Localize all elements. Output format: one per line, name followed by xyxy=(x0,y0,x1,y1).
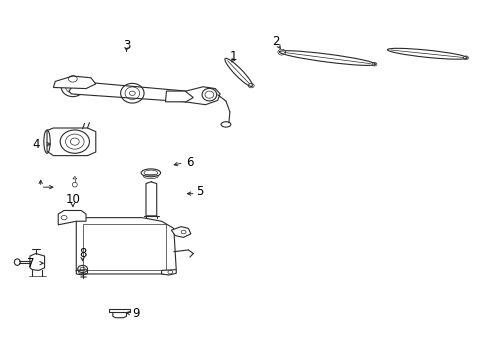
Bar xyxy=(82,224,165,270)
Polygon shape xyxy=(113,311,126,318)
Polygon shape xyxy=(146,182,157,216)
Text: 10: 10 xyxy=(65,193,80,206)
Text: 4: 4 xyxy=(32,138,40,150)
Polygon shape xyxy=(76,218,176,274)
Polygon shape xyxy=(53,76,96,89)
Polygon shape xyxy=(171,226,190,237)
Polygon shape xyxy=(109,309,130,312)
Polygon shape xyxy=(30,253,44,270)
Polygon shape xyxy=(165,91,193,102)
Text: 9: 9 xyxy=(132,307,140,320)
Polygon shape xyxy=(69,81,193,102)
Text: 5: 5 xyxy=(196,185,203,198)
Polygon shape xyxy=(47,128,96,156)
Text: 2: 2 xyxy=(272,35,279,49)
Text: 8: 8 xyxy=(79,247,86,260)
Polygon shape xyxy=(184,87,220,105)
Text: 6: 6 xyxy=(186,156,193,169)
Polygon shape xyxy=(161,270,176,275)
Polygon shape xyxy=(58,211,86,225)
Text: 3: 3 xyxy=(122,39,130,52)
Text: 7: 7 xyxy=(27,257,35,270)
Polygon shape xyxy=(76,270,87,275)
Text: 1: 1 xyxy=(229,50,237,63)
